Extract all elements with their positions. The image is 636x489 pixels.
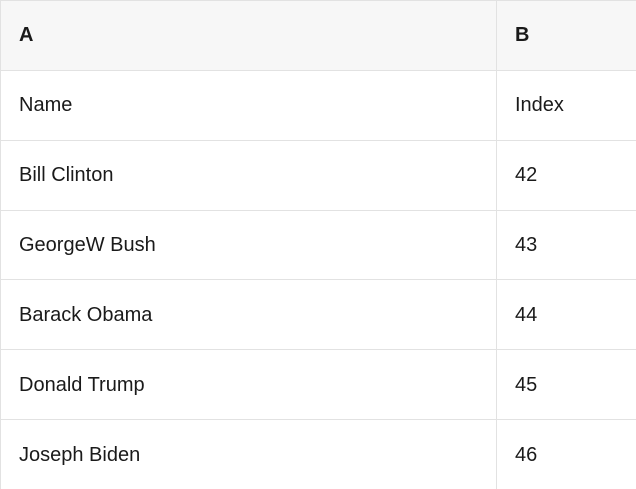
- cell-index[interactable]: Index: [515, 94, 564, 117]
- cell-name[interactable]: Bill Clinton: [1, 140, 497, 210]
- column-header-a[interactable]: A: [1, 1, 497, 70]
- table-row: Joseph Biden 46: [1, 420, 636, 489]
- cell-name[interactable]: Joseph Biden: [1, 420, 497, 489]
- column-header-row: A B: [1, 1, 636, 71]
- cell-index[interactable]: 42: [515, 164, 538, 187]
- cell-name[interactable]: GeorgeW Bush: [1, 210, 497, 280]
- table-row: Donald Trump 45: [1, 350, 636, 421]
- cell-name[interactable]: Barack Obama: [1, 280, 497, 350]
- cell-index[interactable]: 44: [515, 303, 538, 326]
- cell-index[interactable]: 46: [515, 443, 538, 466]
- table-row: GeorgeW Bush 43: [1, 210, 636, 281]
- table-row: Barack Obama 44: [1, 280, 636, 351]
- table-row: Bill Clinton 42: [1, 140, 636, 211]
- cell-index[interactable]: 45: [515, 373, 538, 396]
- cell-name[interactable]: Name: [1, 70, 497, 140]
- cell-index[interactable]: 43: [515, 234, 538, 256]
- cell-name[interactable]: Donald Trump: [1, 350, 497, 420]
- column-header-b[interactable]: B: [515, 24, 530, 47]
- table-row: Name Index: [1, 70, 636, 141]
